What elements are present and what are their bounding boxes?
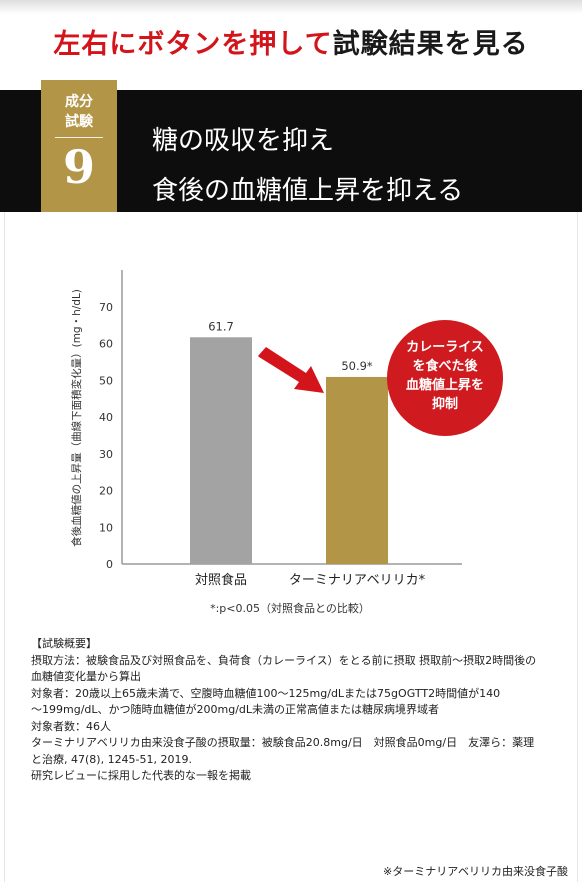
y-tick-label: 30 — [99, 448, 113, 461]
banner-heading-line2: 食後の血糖値上昇を抑える — [152, 176, 464, 206]
callout-line1: カレーライス — [406, 340, 484, 355]
title-accent: 左右にボタンを押して — [53, 29, 333, 60]
badge-label: 成分 試験 — [41, 92, 117, 132]
callout-line4: 抑制 — [431, 397, 458, 412]
bar-value-label: 50.9* — [341, 359, 373, 373]
bar-2 — [326, 376, 388, 564]
summary-line2: 血糖値変化量から算出 — [31, 670, 141, 683]
y-tick-label: 20 — [99, 485, 113, 498]
test-summary: 【試験概要】 摂取方法：被験食品及び対照食品を、負荷食（カレーライス）をとる前に… — [31, 636, 561, 785]
badge-number: 9 — [62, 140, 95, 194]
summary-line1: 摂取方法：被験食品及び対照食品を、負荷食（カレーライス）をとる前に摂取 摂取前〜… — [31, 653, 537, 667]
title-rest: 試験結果を見る — [332, 29, 529, 60]
callout-line2: を食べた後 — [412, 359, 478, 374]
summary-line5: 対象者数：46人 — [31, 719, 111, 733]
summary-line8: 研究レビューに採用した代表的な一報を掲載 — [31, 769, 251, 782]
y-tick-label: 0 — [106, 558, 113, 571]
x-tick-label: 対照食品 — [195, 572, 247, 588]
summary-heading: 【試験概要】 — [31, 637, 97, 650]
significance-note: *:p<0.05（対照食品との比較） — [210, 601, 370, 615]
content-panel — [4, 212, 578, 882]
y-axis-title: 食後血糖値の上昇量（曲線下面積変化量）(mg・h/dL) — [70, 289, 83, 547]
footnote: ※ターミナリアベリリカ由来没食子酸 — [383, 865, 568, 878]
page-title: 左右にボタンを押して試験結果を見る — [0, 22, 582, 61]
summary-line7: と治療, 47(8), 1245-51, 2019. — [31, 752, 193, 766]
summary-line4: 〜199mg/dL、かつ随時血糖値が200mg/dL未満の正常高値または糖尿病境… — [31, 703, 440, 716]
y-tick-label: 50 — [99, 374, 113, 387]
summary-line3: 対象者：20歳以上65歳未満で、空腹時血糖値100〜125mg/dLまたは75g… — [31, 686, 501, 700]
y-tick-label: 70 — [99, 301, 113, 314]
x-tick-label: ターミナリアベリリカ* — [289, 573, 426, 588]
decrease-arrow — [258, 347, 324, 393]
y-tick-label: 60 — [99, 338, 113, 351]
top-shadow — [0, 0, 582, 14]
badge-label-line1: 成分 — [65, 94, 93, 110]
y-tick-label: 10 — [99, 521, 113, 534]
bar-chart: 0 10 20 30 40 50 60 70 食後血糖値の上昇量（曲線下面積変化量）(mg・h/… — [70, 270, 462, 615]
badge-divider — [55, 137, 103, 138]
callout-line3: 血糖値上昇を — [405, 378, 484, 393]
banner-heading-line1: 糖の吸収を抑え — [152, 126, 335, 156]
bar-value-label: 61.7 — [208, 319, 234, 333]
summary-line6: ターミナリアベリリカ由来没食子酸の摂取量：被験食品20.8mg/日 対照食品0m… — [31, 736, 535, 749]
bar-1 — [190, 337, 252, 564]
y-tick-label: 40 — [99, 411, 113, 424]
callout-bubble: カレーライス を食べた後 血糖値上昇を 抑制 — [387, 320, 503, 436]
badge-label-line2: 試験 — [65, 114, 93, 130]
